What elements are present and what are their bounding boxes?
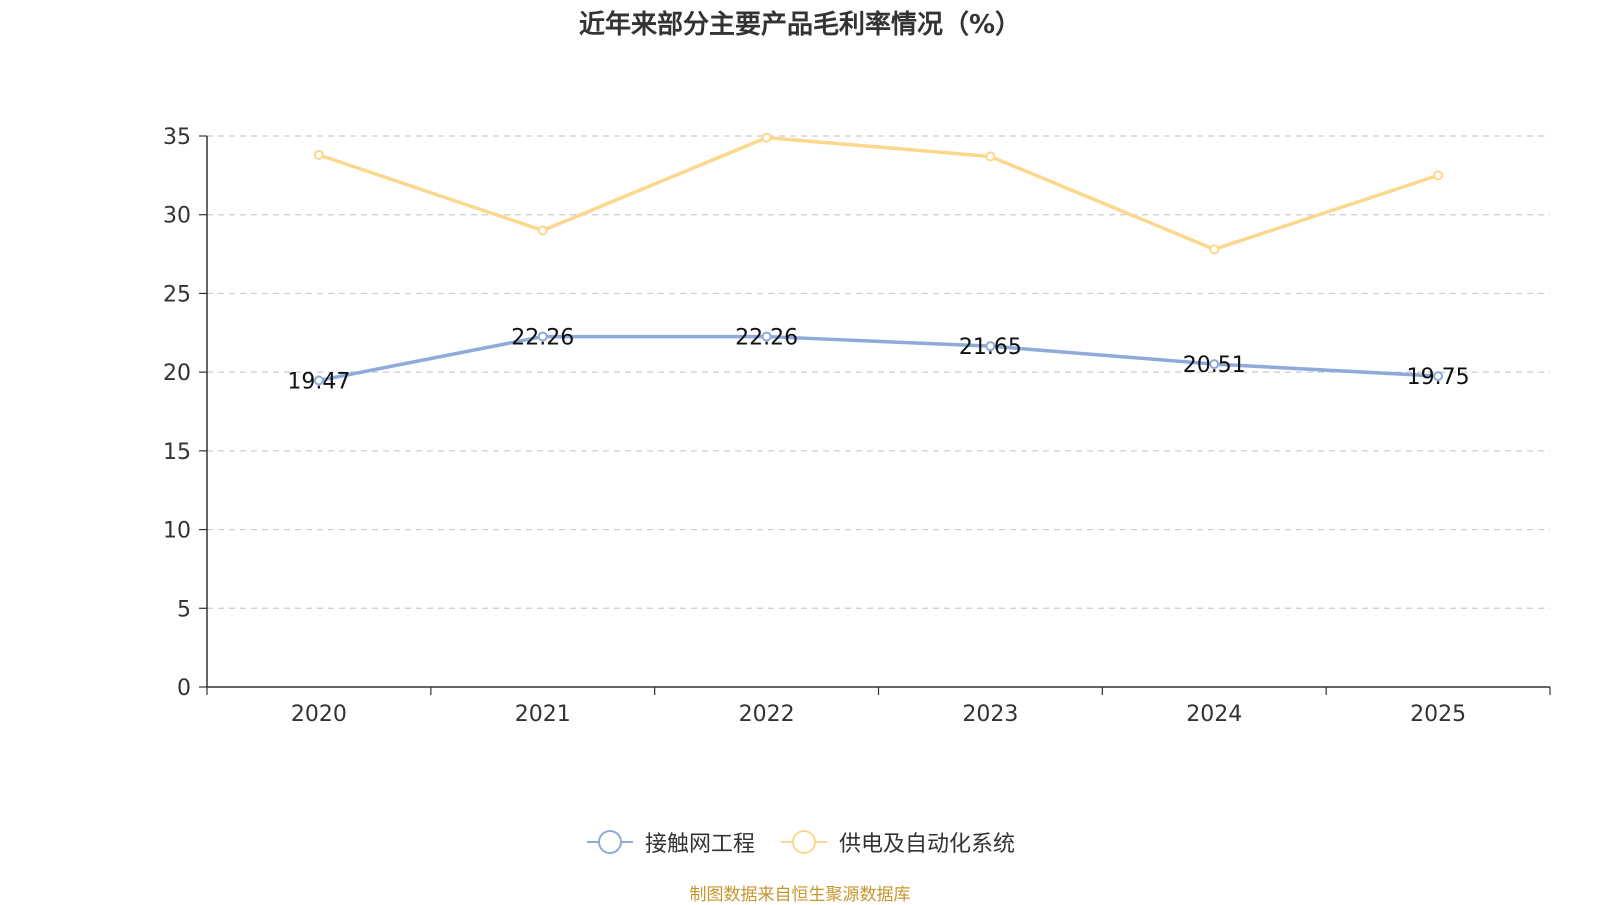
- legend-item-jiechuwang[interactable]: 接触网工程: [585, 826, 755, 858]
- legend-label-jiechuwang: 接触网工程: [644, 832, 755, 857]
- series-line-0: [318, 334, 1439, 383]
- data-point[interactable]: [313, 149, 324, 160]
- data-point[interactable]: [313, 375, 324, 386]
- legend-marker-jiechuwang-icon: [586, 830, 633, 854]
- data-point[interactable]: [1433, 170, 1444, 181]
- data-point[interactable]: [761, 331, 772, 342]
- legend-marker-gongdian-icon: [781, 830, 827, 854]
- y-tick-label: 20: [163, 361, 191, 386]
- series-line-1: [318, 135, 1439, 252]
- data-label: 22.26: [735, 326, 798, 351]
- data-label: 19.47: [287, 369, 350, 394]
- data-point[interactable]: [1433, 371, 1444, 382]
- x-tick-label: 2021: [515, 702, 571, 727]
- data-label: 19.75: [1407, 365, 1470, 390]
- y-tick-label: 5: [177, 597, 191, 622]
- legend-item-gongdian[interactable]: 供电及自动化系统: [779, 826, 1015, 858]
- data-point[interactable]: [985, 151, 996, 162]
- data-point[interactable]: [1209, 359, 1220, 370]
- y-tick-label: 30: [163, 204, 191, 229]
- data-label: 22.26: [511, 326, 574, 351]
- legend: 接触网工程 供电及自动化系统: [0, 826, 1600, 858]
- y-tick-label: 15: [163, 440, 191, 465]
- source-note: 制图数据来自恒生聚源数据库: [689, 885, 911, 905]
- series-lines: [313, 132, 1444, 386]
- y-tick-label: 35: [163, 125, 191, 150]
- data-point[interactable]: [761, 132, 772, 143]
- data-labels: 19.47 22.26 22.26 21.65 20.51 19.75: [287, 326, 1469, 395]
- x-tick-label: 2025: [1410, 702, 1466, 727]
- grid-lines: [207, 135, 1550, 609]
- x-tick-label: 2023: [962, 702, 1018, 727]
- x-tick-label: 2024: [1186, 702, 1242, 727]
- y-tick-label: 25: [163, 282, 191, 307]
- legend-label-gongdian: 供电及自动化系统: [839, 832, 1016, 857]
- data-point[interactable]: [985, 341, 996, 352]
- data-label: 20.51: [1183, 353, 1246, 378]
- data-point[interactable]: [1209, 244, 1220, 255]
- x-tick-label: 2022: [739, 702, 795, 727]
- y-tick-label: 10: [163, 519, 191, 544]
- y-tick-label: 0: [177, 676, 191, 701]
- chart-title: 近年来部分主要产品毛利率情况（%）: [578, 10, 1022, 40]
- x-tick-label: 2020: [291, 702, 347, 727]
- data-label: 21.65: [959, 335, 1022, 360]
- data-point[interactable]: [537, 331, 548, 342]
- data-point[interactable]: [537, 225, 548, 236]
